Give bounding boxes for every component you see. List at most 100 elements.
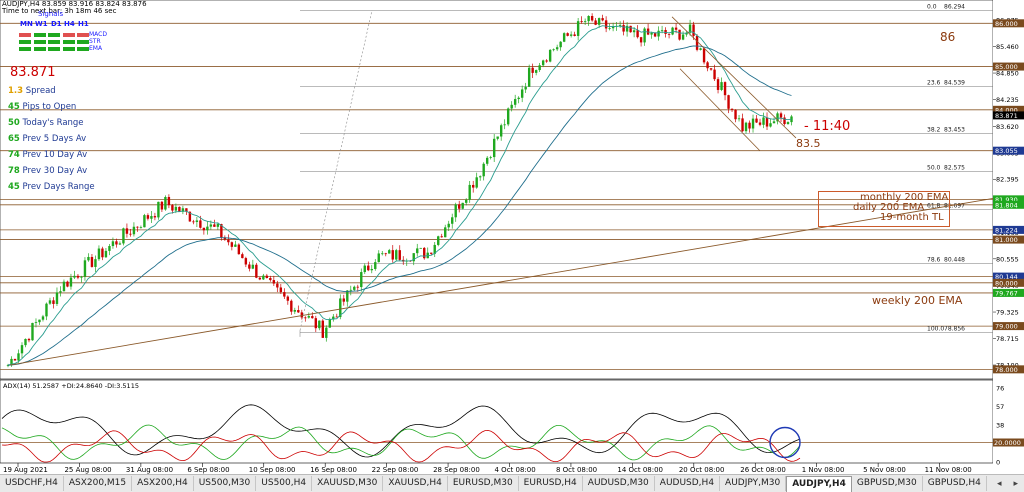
price-tick-label: 79.325: [996, 309, 1019, 317]
fib-value: 83.453: [944, 126, 965, 133]
candle-body: [643, 28, 646, 43]
tab-audusd-m30[interactable]: AUDUSD,M30: [583, 476, 655, 491]
candle-body: [681, 34, 685, 40]
annotation-monthly: monthly 200 EMA: [860, 192, 949, 203]
candle-body: [765, 117, 769, 127]
candle-body: [13, 358, 17, 361]
candle-body: [545, 60, 548, 62]
candle-body: [73, 275, 76, 278]
candle-body: [625, 25, 629, 32]
adx-line: [1, 404, 801, 458]
chart-header: AUDJPY,H4 83.859 83.916 83.824 83.876 Ti…: [2, 0, 147, 15]
signal-cell: [48, 40, 60, 44]
signal-cell: [62, 47, 75, 51]
candle-body: [391, 250, 394, 260]
tab-asx200-h4[interactable]: ASX200,H4: [132, 476, 194, 491]
stat-row: 1.3 Spread: [8, 86, 56, 96]
candle-body: [398, 250, 401, 260]
candle-body: [769, 123, 772, 127]
tab-audjpy-m30[interactable]: AUDJPY,M30: [720, 476, 787, 491]
tab-scroll-right-icon[interactable]: ▸: [1013, 478, 1018, 489]
candle-body: [566, 33, 569, 36]
tab-gbpusd-h4[interactable]: GBPUSD,H4: [923, 476, 987, 491]
candle-body: [356, 286, 359, 288]
tab-xauusd-m30[interactable]: XAUUSD,M30: [312, 476, 384, 491]
candle-body: [181, 208, 185, 212]
time-label: 26 Oct 08:00: [740, 466, 786, 474]
candle-body: [430, 252, 433, 254]
candle-body: [513, 99, 517, 105]
annotation-86: 86: [940, 30, 956, 44]
adx-tick-label: 76: [996, 384, 1004, 392]
candle-body: [157, 201, 160, 218]
candle-body: [475, 177, 478, 188]
candle-body: [220, 224, 223, 238]
candle-body: [192, 221, 195, 223]
signal-cell: [48, 33, 60, 37]
time-label: 31 Aug 08:00: [126, 466, 173, 474]
fib-ratio: 0.0: [927, 4, 937, 11]
bar-timer: Time to next bar: 3h 18m 46 sec: [2, 7, 117, 15]
candle-body: [632, 30, 636, 33]
candle-body: [290, 300, 293, 312]
candle-body: [171, 205, 174, 211]
tab-audjpy-h4[interactable]: AUDJPY,H4: [786, 475, 852, 492]
candle-body: [48, 300, 52, 304]
channel-upper: [671, 16, 797, 139]
price-tag: [993, 111, 1024, 120]
candle-body: [541, 60, 545, 66]
candle-body: [97, 248, 101, 260]
candle-body: [87, 256, 90, 261]
candle-body: [608, 28, 611, 30]
candle-body: [472, 184, 475, 188]
stat-label: Prev 30 Day Av: [19, 166, 88, 176]
candle-body: [496, 136, 499, 139]
time-label: 4 Oct 08:00: [495, 466, 536, 474]
candle-body: [381, 253, 384, 255]
tab-gbpusd-m30[interactable]: GBPUSD,M30: [852, 476, 923, 491]
candle-body: [244, 258, 248, 265]
tab-asx200-m15[interactable]: ASX200,M15: [64, 476, 133, 491]
fib-value: 86.294: [944, 4, 965, 11]
time-label: 11 Nov 08:00: [925, 466, 972, 474]
price-chart[interactable]: 19 Aug 2021 25 Aug 08:00 31 Aug 08:00 6 Sep…: [0, 0, 1024, 474]
candle-body: [758, 122, 762, 125]
dotted-trendline: [299, 10, 373, 331]
time-label: 14 Oct 08:00: [617, 466, 663, 474]
price-tag: [993, 288, 1024, 297]
candle-body: [534, 70, 538, 73]
tab-us500-h4[interactable]: US500,H4: [256, 476, 313, 491]
candle-body: [783, 117, 786, 125]
candle-body: [531, 67, 534, 73]
candle-body: [419, 247, 422, 249]
candle-body: [321, 320, 324, 338]
tab-xauusd-h4[interactable]: XAUUSD,H4: [383, 476, 448, 491]
candle-body: [377, 253, 380, 263]
candle-body: [94, 259, 97, 267]
annotation-time: - 11:40: [804, 119, 851, 134]
signal-cell: [19, 47, 31, 51]
tab-eurusd-m30[interactable]: EURUSD,M30: [448, 476, 519, 491]
candle-body: [674, 27, 678, 30]
candle-body: [38, 319, 41, 323]
tab-us500-m30[interactable]: US500,M30: [194, 476, 257, 491]
tab-list: USDCHF,H4 ASX200,M15 ASX200,H4 US500,M30 US5…: [0, 475, 991, 492]
tab-eurusd-h4[interactable]: EURUSD,H4: [519, 476, 583, 491]
price-panel: [0, 0, 994, 380]
tab-audusd-h4[interactable]: AUDUSD,H4: [655, 476, 721, 491]
candle-body: [153, 216, 157, 218]
candle-body: [580, 21, 583, 22]
candle-body: [209, 224, 213, 227]
price-tag: [993, 272, 1024, 281]
candle-body: [52, 300, 55, 304]
candle-body: [709, 68, 713, 70]
tab-usdchf-h4[interactable]: USDCHF,H4: [0, 476, 64, 491]
candle-body: [45, 303, 48, 317]
candle-body: [311, 316, 314, 319]
tab-scroll-left-icon[interactable]: ◂: [996, 478, 1002, 489]
candle-body: [458, 204, 461, 209]
candle-body: [734, 109, 737, 120]
candle-body: [339, 298, 342, 318]
fib-ratio: 100.0: [927, 325, 944, 332]
